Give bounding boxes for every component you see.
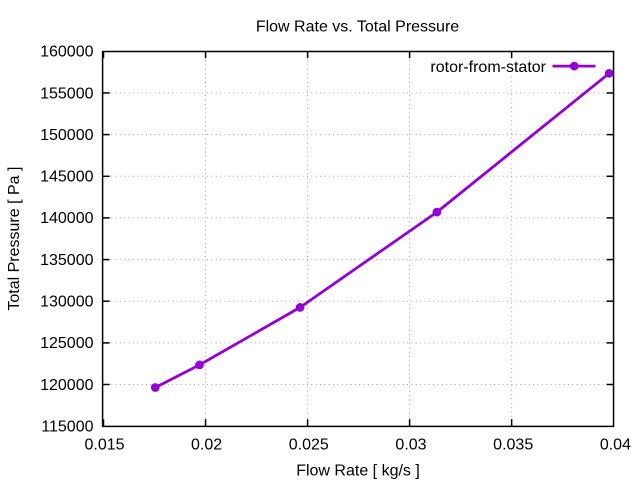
svg-text:155000: 155000 — [40, 85, 93, 102]
svg-text:0.015: 0.015 — [84, 437, 124, 454]
svg-text:Flow Rate [ kg/s ]: Flow Rate [ kg/s ] — [296, 463, 420, 480]
svg-text:Total Pressure [ Pa ]: Total Pressure [ Pa ] — [6, 167, 23, 311]
svg-text:rotor-from-stator: rotor-from-stator — [430, 59, 546, 76]
svg-text:0.04: 0.04 — [600, 437, 631, 454]
svg-text:0.02: 0.02 — [191, 437, 222, 454]
svg-text:135000: 135000 — [40, 252, 93, 269]
svg-text:0.035: 0.035 — [493, 437, 533, 454]
svg-text:160000: 160000 — [40, 44, 93, 61]
svg-text:0.03: 0.03 — [395, 437, 426, 454]
svg-text:115000: 115000 — [41, 419, 93, 436]
svg-text:140000: 140000 — [40, 210, 93, 227]
svg-text:Flow Rate vs. Total Pressure: Flow Rate vs. Total Pressure — [256, 18, 459, 35]
svg-text:0.025: 0.025 — [289, 437, 329, 454]
svg-text:130000: 130000 — [40, 294, 93, 311]
svg-text:125000: 125000 — [40, 335, 93, 352]
svg-text:120000: 120000 — [40, 377, 93, 394]
svg-text:150000: 150000 — [40, 127, 93, 144]
svg-text:145000: 145000 — [40, 169, 93, 186]
